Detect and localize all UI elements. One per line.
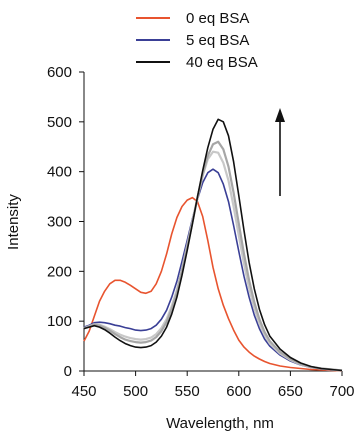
y-tick-label: 200 bbox=[47, 263, 72, 280]
x-tick-label: 550 bbox=[175, 383, 200, 400]
legend-label: 5 eq BSA bbox=[186, 32, 249, 49]
x-tick-label: 450 bbox=[71, 383, 96, 400]
legend-label: 0 eq BSA bbox=[186, 10, 249, 27]
y-tick-label: 600 bbox=[47, 64, 72, 81]
y-axis: 0 100 200 300 400 500 600 bbox=[47, 64, 85, 380]
y-tick-label: 400 bbox=[47, 164, 72, 181]
x-axis: 450 500 550 600 650 700 bbox=[71, 370, 355, 400]
x-axis-title: Wavelength, nm bbox=[166, 415, 274, 432]
legend: 0 eq BSA 5 eq BSA 40 eq BSA bbox=[136, 10, 258, 71]
series-line-0-eq-bsa bbox=[83, 196, 343, 372]
series-layer bbox=[83, 118, 343, 372]
y-tick-label: 0 bbox=[64, 363, 72, 380]
legend-label: 40 eq BSA bbox=[186, 54, 258, 71]
x-tick-label: 700 bbox=[329, 383, 354, 400]
x-tick-label: 650 bbox=[278, 383, 303, 400]
y-axis-title: Intensity bbox=[5, 194, 22, 250]
y-tick-label: 300 bbox=[47, 214, 72, 231]
x-tick-label: 600 bbox=[226, 383, 251, 400]
y-tick-label: 100 bbox=[47, 313, 72, 330]
x-tick-label: 500 bbox=[123, 383, 148, 400]
arrow-up-icon bbox=[275, 108, 285, 122]
series-line-40-eq-bsa bbox=[83, 118, 343, 372]
y-tick-label: 500 bbox=[47, 114, 72, 131]
annotation-layer bbox=[275, 108, 285, 196]
